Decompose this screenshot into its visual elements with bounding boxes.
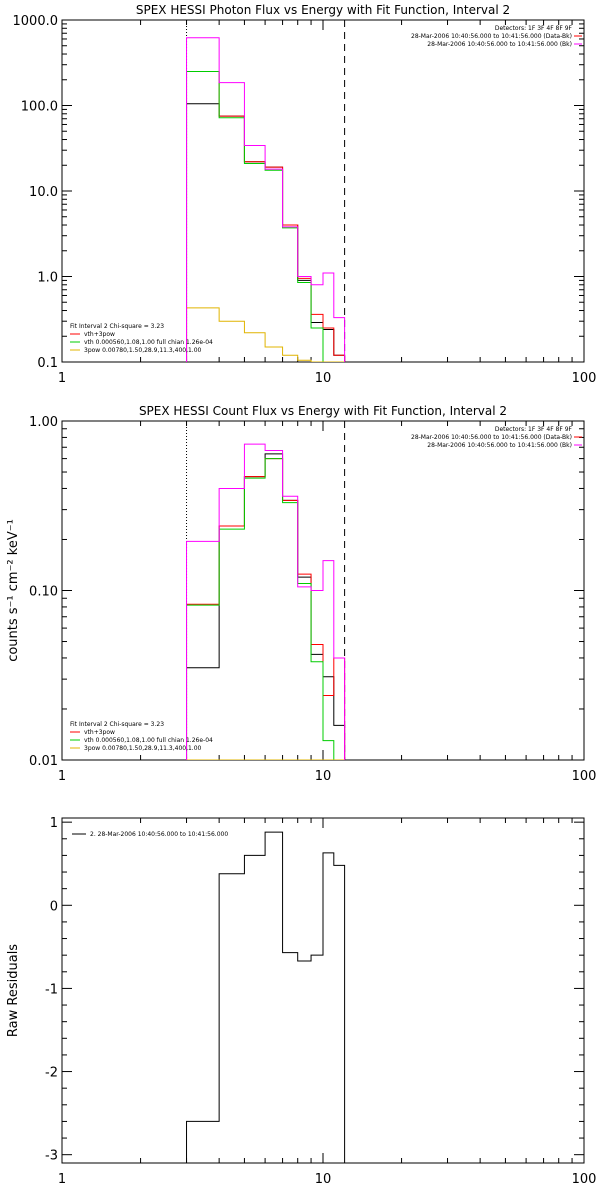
series-2-line xyxy=(186,70,346,362)
legend-topright-entry: 28-Mar-2006 10:40:56.000 to 10:41:56.000… xyxy=(427,442,572,449)
y-tick-label: 1.0 xyxy=(37,271,58,286)
legend-bottomleft-entry: 3pow 0.00780,1.50,28.9,11.3,400,1.00 xyxy=(84,347,202,354)
chart-panel-2: SPEX HESSI Count Flux vs Energy with Fit… xyxy=(6,404,596,784)
series-group xyxy=(186,37,346,362)
plot-frame xyxy=(61,19,585,363)
legend-bottomleft-entry: vth+3pow xyxy=(84,729,115,736)
y-tick-label: 0.1 xyxy=(37,356,58,371)
x-tick-label: 10 xyxy=(315,1172,332,1187)
x-tick-label: 1 xyxy=(58,769,66,784)
series-1-line xyxy=(186,453,346,760)
legend-topright-entry: 28-Mar-2006 10:40:56.000 to 10:41:56.000… xyxy=(427,41,572,48)
series-5-line xyxy=(186,37,346,362)
series-4-line xyxy=(186,307,345,362)
series-3-line xyxy=(186,458,345,760)
x-tick-label: 1 xyxy=(58,371,66,386)
series-group xyxy=(186,831,346,1163)
y-tick-label: 100.0 xyxy=(21,100,58,115)
x-tick-label: 10 xyxy=(315,371,332,386)
legend-bottomleft-entry: vth 0.000560,1.08,1.00 full chian 1.26e-… xyxy=(84,339,213,346)
x-tick-label: 100 xyxy=(572,769,597,784)
legend-bottomleft-entry: vth 0.000560,1.08,1.00 full chian 1.26e-… xyxy=(84,737,213,744)
series-2-line xyxy=(186,458,346,760)
y-tick-label: 0.10 xyxy=(29,585,58,600)
y-axis-label: Raw Residuals xyxy=(6,944,21,1037)
legend-bottomleft-entry: 3pow 0.00780,1.50,28.9,11.3,400,1.00 xyxy=(84,745,202,752)
chart-title: SPEX HESSI Count Flux vs Energy with Fit… xyxy=(139,404,507,418)
series-group xyxy=(186,443,346,760)
series-1-line xyxy=(186,103,346,362)
y-axis-label: counts s⁻¹ cm⁻² keV⁻¹ xyxy=(6,519,21,662)
y-tick-label: 1 xyxy=(50,816,58,831)
y-tick-label: 0 xyxy=(50,899,58,914)
y-tick-label: 1000.0 xyxy=(13,14,59,29)
y-tick-label: 0.01 xyxy=(29,754,58,769)
x-tick-label: 100 xyxy=(572,371,597,386)
legend-topright-entry: 28-Mar-2006 10:40:56.000 to 10:41:56.000… xyxy=(411,434,572,441)
y-tick-label: -3 xyxy=(45,1149,58,1164)
legend-topright-entry: Detectors: 1F 3F 4F 8F 9F xyxy=(495,426,573,433)
y-tick-label: -1 xyxy=(45,982,58,997)
chart-panel-1: SPEX HESSI Photon Flux vs Energy with Fi… xyxy=(13,3,597,386)
legend-bottomleft-entry: Fit Interval 2 Chi-square = 3.23 xyxy=(70,323,164,330)
y-tick-label: -2 xyxy=(45,1066,58,1081)
chart-title: SPEX HESSI Photon Flux vs Energy with Fi… xyxy=(136,3,510,17)
series-3-line xyxy=(186,70,345,362)
legend-topleft-entry: 2. 28-Mar-2006 10:40:56.000 to 10:41:56.… xyxy=(90,831,228,838)
x-tick-label: 100 xyxy=(572,1172,597,1187)
legend-topright-entry: Detectors: 1F 3F 4F 8F 9F xyxy=(495,25,573,32)
x-tick-label: 1 xyxy=(58,1172,66,1187)
y-tick-label: 10.0 xyxy=(29,185,58,200)
legend-topright-entry: 28-Mar-2006 10:40:56.000 to 10:41:56.000… xyxy=(411,33,572,40)
x-tick-label: 10 xyxy=(315,769,332,784)
chart-panel-3: 1 10 100 -3 -2 -1 0 1 Raw Residuals 2. 28-Mar-200… xyxy=(6,816,596,1187)
series-1-line xyxy=(186,831,346,1163)
series-5-line xyxy=(186,443,346,760)
legend-bottomleft-entry: Fit Interval 2 Chi-square = 3.23 xyxy=(70,721,164,728)
y-tick-label: 1.00 xyxy=(29,415,58,430)
legend-bottomleft-entry: vth+3pow xyxy=(84,331,115,338)
